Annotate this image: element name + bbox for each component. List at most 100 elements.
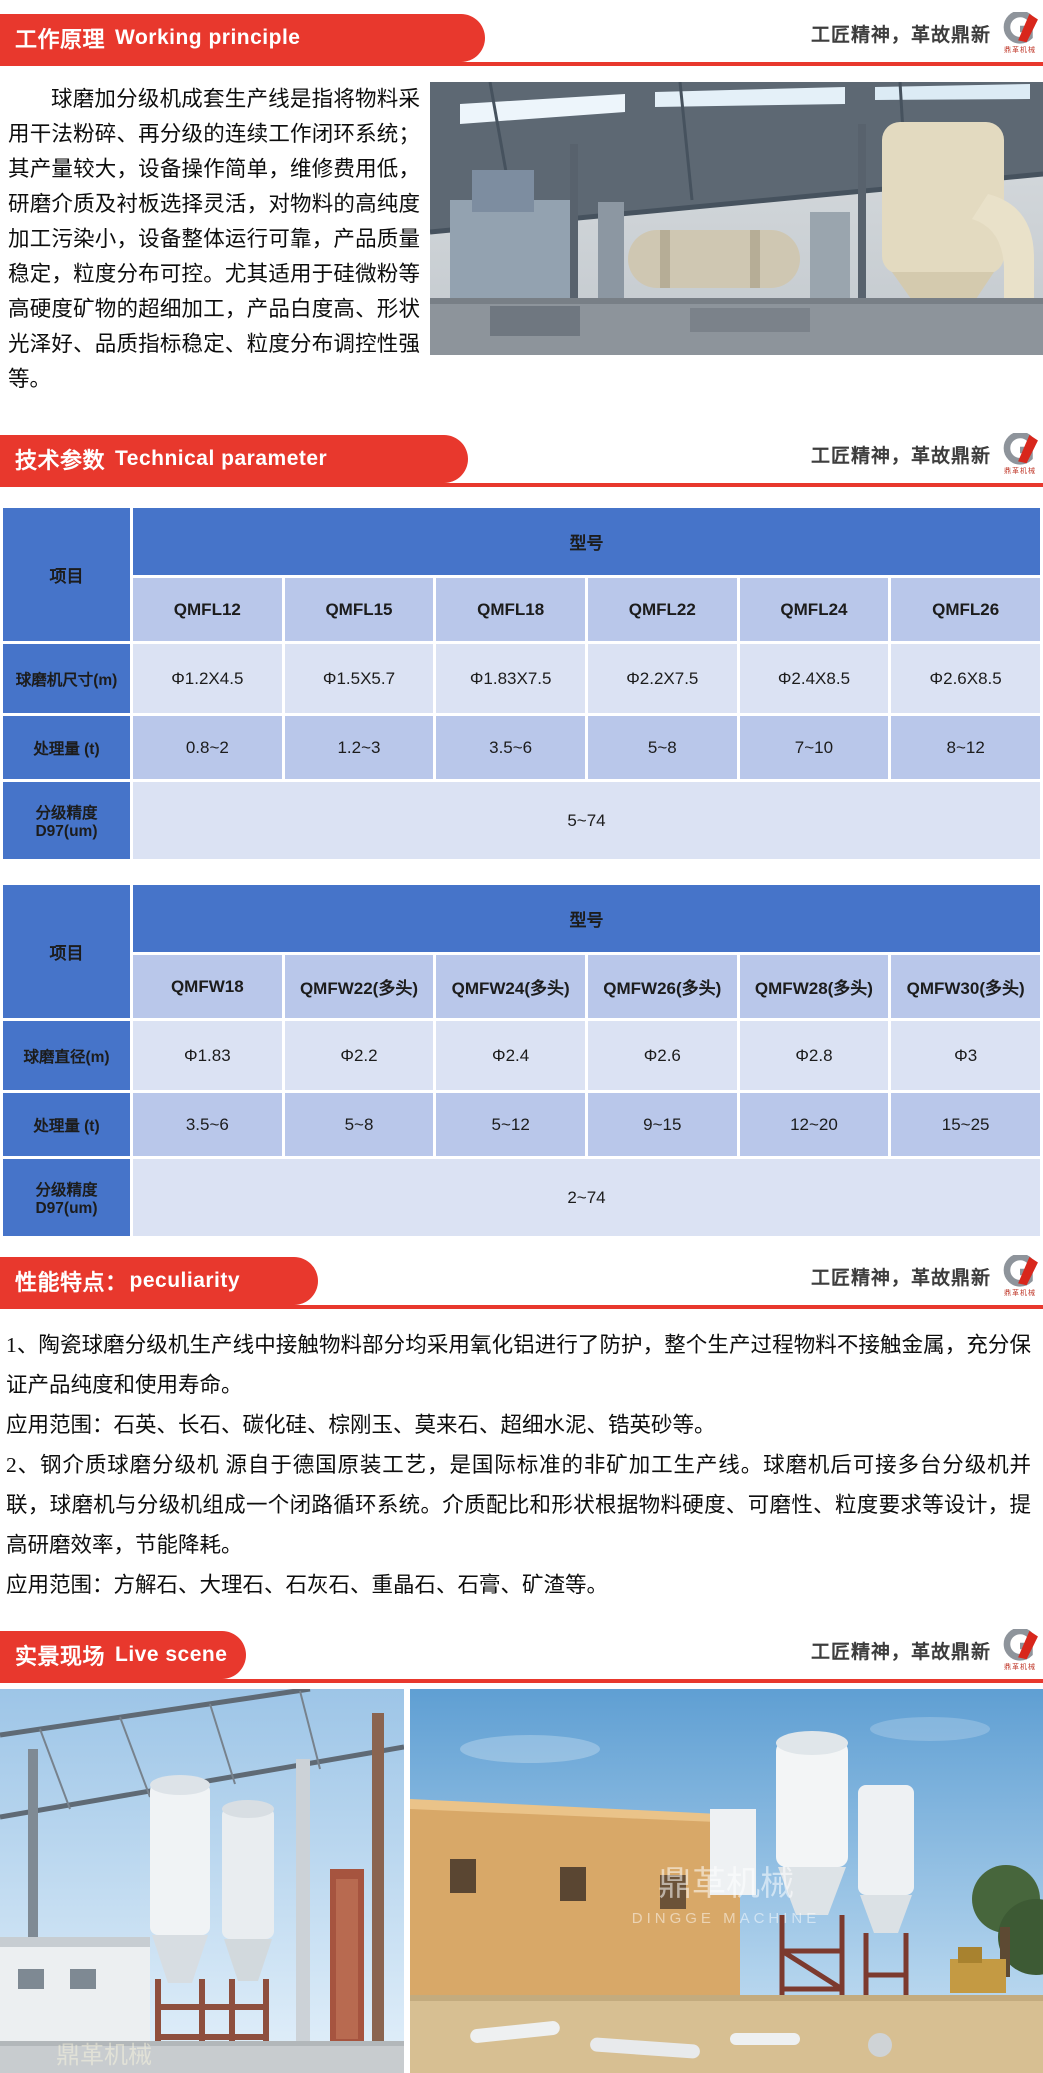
section-title-zh: 技术参数	[15, 448, 106, 473]
gd-logo-icon	[1003, 1255, 1038, 1287]
value-cell: Φ2.2	[281, 1018, 437, 1093]
table-corner-item: 项目	[0, 882, 133, 1021]
brand-motto-block: 工匠精神，革故鼎新 鼎革机械	[811, 1255, 1043, 1305]
section-title-en: Working principle	[115, 26, 301, 49]
section-title-en: Live scene	[115, 1643, 228, 1666]
brand-motto: 工匠精神，革故鼎新	[810, 1641, 991, 1663]
section-header-technical-parameter: 技术参数 Technical parameter 工匠精神，革故鼎新 鼎革机械	[0, 429, 1043, 487]
section-title-technical-parameter: 技术参数 Technical parameter	[0, 435, 468, 483]
value-cell: Φ2.4	[433, 1018, 588, 1093]
model-cell: QMFW30(多头)	[888, 952, 1043, 1021]
technical-table-qmfw: 项目 型号 QMFW18 QMFW22(多头) QMFW24(多头) QMFW2…	[0, 882, 1043, 1239]
value-cell: 5~12	[433, 1090, 588, 1159]
feature-application-2: 应用范围：方解石、大理石、石灰石、重晶石、石膏、矿渣等。	[6, 1573, 609, 1597]
span-value-cell: 2~74	[130, 1156, 1043, 1239]
row-label: 球磨机尺寸(m)	[0, 641, 133, 716]
feature-paragraph-1: 1、陶瓷球磨分级机生产线中接触物料部分均采用氧化铝进行了防护，整个生产过程物料不…	[6, 1333, 1031, 1397]
features-block: 1、陶瓷球磨分级机生产线中接触物料部分均采用氧化铝进行了防护，整个生产过程物料不…	[0, 1309, 1043, 1617]
table-corner-item: 项目	[0, 505, 133, 644]
row-label: 处理量 (t)	[0, 713, 133, 782]
feature-paragraph-2: 2、钢介质球磨分级机 源自于德国原装工艺，是国际标准的非矿加工生产线。球磨机后可…	[6, 1453, 1031, 1557]
section-title-peculiarity: 性能特点： peculiarity	[0, 1257, 318, 1305]
model-cell: QMFL18	[433, 575, 588, 644]
intro-block: 球磨加分级机成套生产线是指将物料采用干法粉碎、再分级的连续工作闭环系统；其产量较…	[0, 66, 1043, 407]
model-cell: QMFL12	[130, 575, 285, 644]
feature-application-1: 应用范围：石英、长石、碳化硅、棕刚玉、莫来石、超细水泥、锆英砂等。	[6, 1413, 716, 1437]
model-cell: QMFL26	[888, 575, 1043, 644]
model-cell: QMFW22(多头)	[281, 952, 437, 1021]
value-cell: Φ1.83	[130, 1018, 285, 1093]
live-scene-photo-left: 鼎革机械	[0, 1689, 404, 2073]
company-logo: 鼎革机械	[1001, 1629, 1039, 1671]
value-cell: Φ2.6	[584, 1018, 740, 1093]
value-cell: Φ2.6X8.5	[888, 641, 1043, 716]
row-label: 球磨直径(m)	[0, 1018, 133, 1093]
company-logo: 鼎革机械	[1001, 433, 1039, 475]
value-cell: Φ2.4X8.5	[736, 641, 892, 716]
model-cell: QMFL22	[584, 575, 740, 644]
value-cell: Φ1.2X4.5	[130, 641, 285, 716]
model-cell: QMFW24(多头)	[433, 952, 588, 1021]
logo-caption: 鼎革机械	[1004, 468, 1036, 475]
model-cell: QMFW28(多头)	[736, 952, 892, 1021]
brand-motto-block: 工匠精神，革故鼎新 鼎革机械	[811, 1629, 1043, 1679]
value-cell: 12~20	[736, 1090, 892, 1159]
logo-caption: 鼎革机械	[1004, 47, 1036, 54]
model-cell: QMFW26(多头)	[584, 952, 740, 1021]
row-label: 处理量 (t)	[0, 1090, 133, 1159]
value-cell: 1.2~3	[281, 713, 437, 782]
value-cell: Φ3	[888, 1018, 1043, 1093]
value-cell: Φ1.5X5.7	[281, 641, 437, 716]
row-label: 分级精度 D97(um)	[0, 779, 133, 862]
brand-motto: 工匠精神，革故鼎新	[810, 24, 991, 46]
section-header-working-principle: 工作原理 Working principle 工匠精神，革故鼎新 鼎革机械	[0, 8, 1043, 66]
value-cell: 5~8	[281, 1090, 437, 1159]
value-cell: 3.5~6	[433, 713, 588, 782]
logo-caption: 鼎革机械	[1004, 1290, 1036, 1297]
factory-interior-photo	[430, 82, 1043, 355]
section-title-en: Technical parameter	[115, 447, 328, 470]
section-title-working-principle: 工作原理 Working principle	[0, 14, 485, 62]
section-header-live-scene: 实景现场 Live scene 工匠精神，革故鼎新 鼎革机械	[0, 1625, 1043, 1683]
live-scene-photo-right: 鼎革机械 DINGGE MACHINE	[410, 1689, 1043, 2073]
gd-logo-icon	[1003, 433, 1038, 465]
brand-motto-block: 工匠精神，革故鼎新 鼎革机械	[811, 433, 1043, 483]
row-label: 分级精度 D97(um)	[0, 1156, 133, 1239]
table-model-header: 型号	[130, 882, 1043, 955]
brand-motto-block: 工匠精神，革故鼎新 鼎革机械	[811, 12, 1043, 62]
section-title-live-scene: 实景现场 Live scene	[0, 1631, 246, 1679]
photo-watermark-zh: 鼎革机械	[56, 2042, 152, 2069]
photo-watermark-zh: 鼎革机械	[658, 1865, 794, 1903]
value-cell: 8~12	[888, 713, 1043, 782]
span-value-cell: 5~74	[130, 779, 1043, 862]
value-cell: 9~15	[584, 1090, 740, 1159]
live-scene-left-illustration: 鼎革机械	[0, 1689, 404, 2073]
section-title-zh: 实景现场	[15, 1644, 106, 1669]
brand-motto: 工匠精神，革故鼎新	[810, 1267, 991, 1289]
model-cell: QMFL15	[281, 575, 437, 644]
value-cell: 3.5~6	[130, 1090, 285, 1159]
section-title-zh: 性能特点：	[15, 1270, 128, 1295]
gd-logo-icon	[1003, 12, 1038, 44]
model-cell: QMFL24	[736, 575, 892, 644]
value-cell: 15~25	[888, 1090, 1043, 1159]
company-logo: 鼎革机械	[1001, 1255, 1039, 1297]
gd-logo-icon	[1003, 1629, 1038, 1661]
table-model-header: 型号	[130, 505, 1043, 578]
photo-watermark-en: DINGGE MACHINE	[632, 1910, 821, 1927]
value-cell: Φ2.8	[736, 1018, 892, 1093]
company-logo: 鼎革机械	[1001, 12, 1039, 54]
logo-caption: 鼎革机械	[1004, 1664, 1036, 1671]
section-title-en: peculiarity	[129, 1269, 241, 1292]
value-cell: Φ2.2X7.5	[584, 641, 740, 716]
value-cell: Φ1.83X7.5	[433, 641, 588, 716]
value-cell: 0.8~2	[130, 713, 285, 782]
intro-paragraph: 球磨加分级机成套生产线是指将物料采用干法粉碎、再分级的连续工作闭环系统；其产量较…	[8, 87, 420, 391]
live-scene-photos: 鼎革机械	[0, 1689, 1043, 2073]
model-cell: QMFW18	[130, 952, 285, 1021]
factory-interior-illustration	[430, 82, 1043, 355]
value-cell: 7~10	[736, 713, 892, 782]
brand-motto: 工匠精神，革故鼎新	[810, 445, 991, 467]
value-cell: 5~8	[584, 713, 740, 782]
